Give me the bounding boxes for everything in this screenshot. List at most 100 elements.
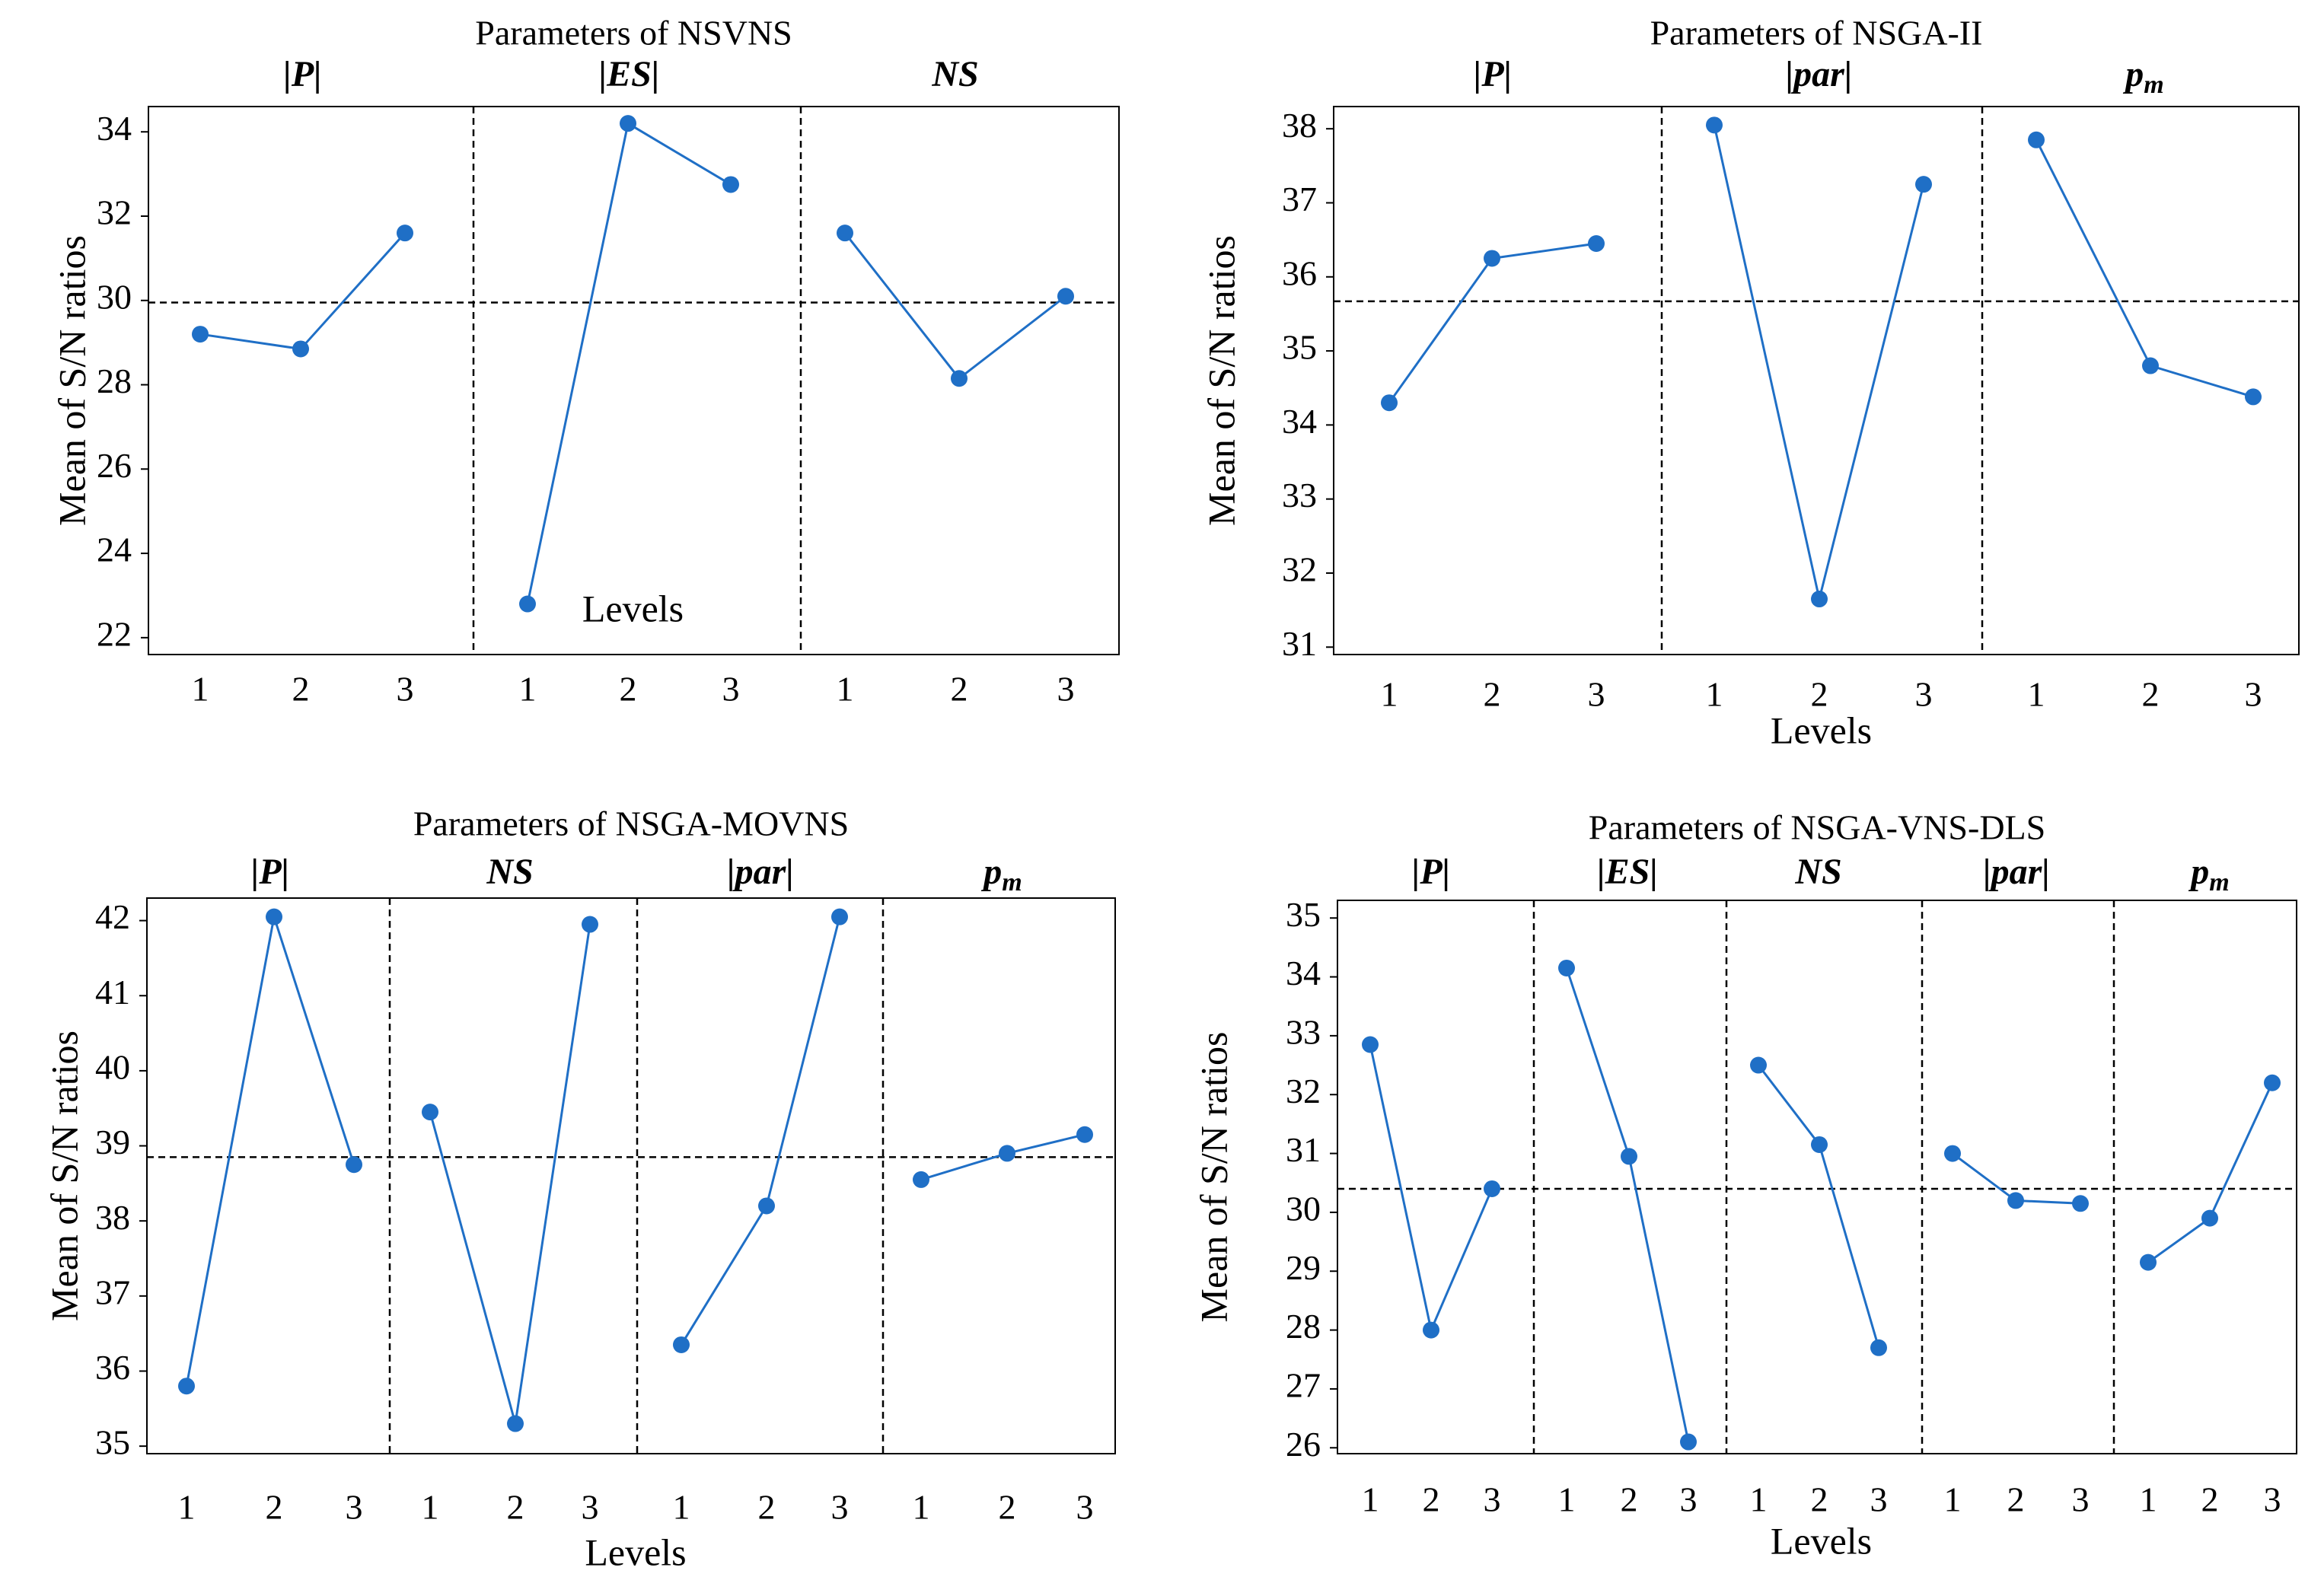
y-axis-label: Mean of S/N ratios	[1200, 235, 1242, 526]
x-tick-label: 3	[2264, 1480, 2281, 1519]
data-point	[346, 1156, 362, 1174]
data-point	[507, 1415, 524, 1432]
x-tick-label: 3	[346, 1488, 363, 1527]
y-axis-label: Mean of S/N ratios	[43, 1031, 85, 1321]
y-tick-label: 35	[95, 1423, 130, 1462]
data-point	[1381, 394, 1398, 412]
x-tick-label: 2	[951, 670, 968, 709]
panel-2: |ES| 1 2 3	[519, 54, 740, 709]
panel-label-main: p	[2122, 54, 2144, 94]
x-tick-label: 3	[1680, 1480, 1698, 1519]
data-point	[2007, 1192, 2024, 1209]
data-point	[758, 1197, 775, 1215]
y-tick-label: 33	[1286, 1012, 1321, 1051]
panel-2: |par| 1 2 3	[1706, 54, 1933, 714]
y-tick-label: 32	[1286, 1072, 1321, 1110]
panel-4: pm 1 2 3	[913, 852, 1094, 1527]
x-tick-label: 2	[1811, 1480, 1828, 1519]
x-tick-label: 1	[519, 670, 537, 709]
panel-label: NS	[931, 54, 978, 94]
panel-5: pm 1 2 3	[2140, 852, 2281, 1519]
data-point	[1362, 1036, 1379, 1053]
y-tick-label: 27	[1286, 1365, 1321, 1404]
x-tick-label: 1	[1381, 675, 1398, 714]
x-tick-label: 3	[1870, 1480, 1888, 1519]
x-tick-label: 3	[1588, 675, 1605, 714]
data-point	[1423, 1321, 1439, 1339]
x-tick-label: 2	[1811, 675, 1828, 714]
chart-title: Parameters of NSGA-MOVNS	[413, 804, 849, 843]
series-line	[2035, 139, 2254, 398]
panel-label-main: p	[2188, 852, 2209, 892]
y-tick-label: 28	[1286, 1307, 1321, 1346]
x-tick-label: 1	[2028, 675, 2045, 714]
panel-label: |P|	[1412, 852, 1450, 892]
x-tick-label: 3	[722, 670, 740, 709]
x-tick-label: 1	[2140, 1480, 2157, 1519]
x-tick-label: 2	[507, 1488, 524, 1527]
x-tick-label: 2	[266, 1488, 283, 1527]
x-tick-label: 2	[2007, 1480, 2025, 1519]
y-tick-label: 24	[97, 530, 132, 569]
y-tick-label: 31	[1282, 624, 1317, 663]
panel-3: pm 1 2 3	[2028, 54, 2262, 714]
data-point	[397, 225, 413, 242]
y-tick-label: 26	[97, 446, 132, 485]
x-tick-label: 3	[2072, 1480, 2090, 1519]
x-tick-label: 3	[831, 1488, 849, 1527]
data-point	[831, 908, 848, 925]
data-point	[837, 225, 853, 242]
series-line	[1369, 1044, 1494, 1334]
y-tick-label: 29	[1286, 1248, 1321, 1287]
data-point	[1811, 1136, 1828, 1153]
x-tick-label: 2	[999, 1488, 1016, 1527]
chart-2: Parameters of NSGA-II3132333435363738Mea…	[1200, 14, 2300, 751]
series-line	[526, 121, 732, 604]
data-point	[951, 370, 968, 387]
panel-label: NS	[1794, 852, 1841, 892]
chart-3: Parameters of NSGA-MOVNS 35 36 37 38 39 40 41 42…	[43, 804, 1116, 1573]
data-point	[1915, 176, 1932, 193]
series-line	[1713, 124, 1925, 600]
series-line	[1757, 1064, 1880, 1349]
data-point	[673, 1336, 690, 1353]
panel-1: |P| 1 2 3	[1381, 54, 1605, 714]
y-tick-label: 22	[97, 614, 132, 653]
y-tick-label: 40	[95, 1047, 130, 1086]
data-point	[913, 1171, 929, 1188]
x-tick-label: 3	[1057, 670, 1075, 709]
data-point	[1558, 959, 1575, 976]
data-point	[1811, 591, 1828, 608]
panel-1: |P| 1 2 3	[192, 54, 414, 709]
data-point	[292, 340, 309, 358]
y-tick-label: 36	[95, 1348, 130, 1387]
plot-frame	[146, 897, 1116, 1454]
data-point	[582, 916, 598, 933]
data-point	[1484, 1180, 1500, 1197]
panel-1: |P| 1 2 3	[178, 852, 363, 1527]
y-tick-label: 34	[97, 109, 132, 148]
y-axis-label: Mean of S/N ratios	[1192, 1032, 1235, 1323]
data-point	[722, 176, 739, 193]
panel-label: |P|	[1474, 54, 1512, 94]
y-tick-label: 42	[95, 897, 130, 936]
y-tick-label: 38	[95, 1198, 130, 1237]
x-axis-label: Levels	[585, 1531, 686, 1573]
plot-frame	[1337, 900, 2297, 1454]
y-tick-label: 31	[1286, 1130, 1321, 1169]
x-tick-label: 1	[192, 670, 209, 709]
y-tick-label: 26	[1286, 1425, 1321, 1464]
data-point	[1944, 1145, 1961, 1162]
x-tick-label: 3	[1076, 1488, 1094, 1527]
series-line	[199, 232, 406, 351]
plot-frame	[148, 106, 1120, 655]
x-tick-label: 1	[1362, 1480, 1379, 1519]
y-tick-label: 35	[1286, 895, 1321, 934]
x-axis-label: Levels	[1771, 1519, 1872, 1562]
x-tick-label: 2	[1484, 675, 1501, 714]
y-tick-label: 34	[1282, 402, 1317, 441]
y-tick-label: 38	[1282, 106, 1317, 145]
data-point	[1484, 250, 1500, 267]
x-tick-label: 3	[1915, 675, 1933, 714]
